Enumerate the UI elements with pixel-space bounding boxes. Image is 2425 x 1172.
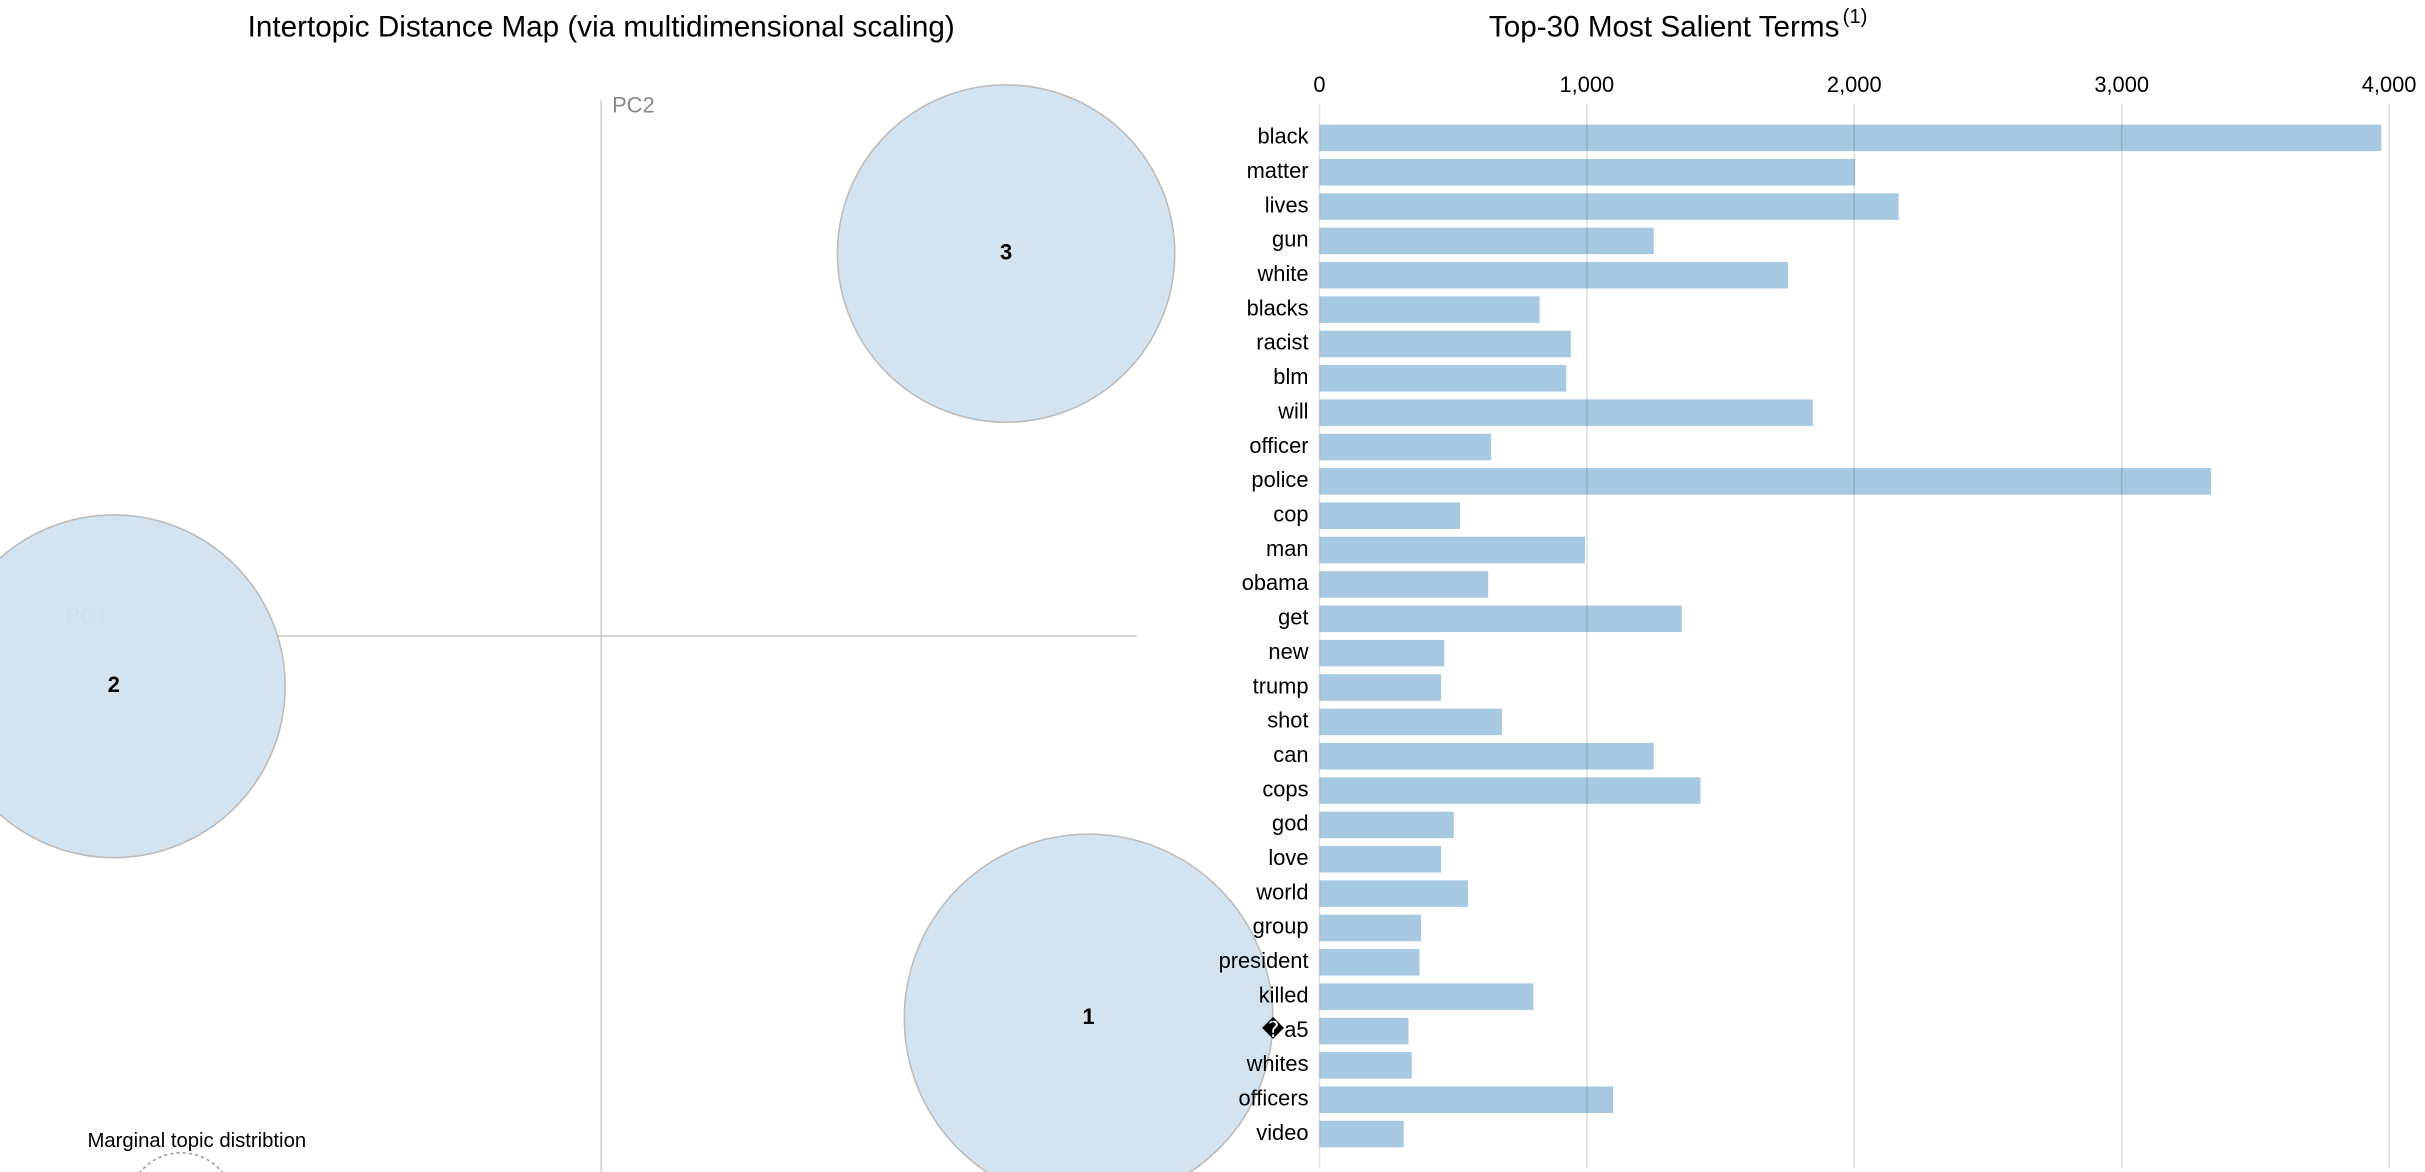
bar — [1319, 880, 1468, 907]
term-label: shot — [1267, 708, 1308, 733]
term-label: blm — [1273, 364, 1308, 389]
bar — [1319, 296, 1540, 323]
x-tick-label: 4,000 — [2362, 72, 2417, 97]
bar-title: Top-30 Most Salient Terms — [1489, 10, 1840, 43]
bar — [1319, 536, 1585, 564]
bar — [1319, 1086, 1614, 1114]
bar — [1319, 777, 1701, 804]
bar — [1319, 811, 1454, 839]
bar — [1319, 914, 1422, 942]
term-label: lives — [1265, 192, 1309, 217]
x-tick-label: 3,000 — [2094, 72, 2149, 97]
term-label: whites — [1246, 1051, 1309, 1076]
bar — [1319, 433, 1492, 461]
bar — [1319, 708, 1503, 736]
bar — [1319, 949, 1420, 976]
term-label: new — [1268, 639, 1308, 664]
bar — [1319, 227, 1654, 255]
legend-circle — [139, 1152, 223, 1172]
term-label: �a5 — [1262, 1016, 1309, 1042]
term-label: police — [1251, 467, 1308, 492]
term-label: white — [1257, 261, 1309, 286]
term-label: cop — [1273, 502, 1308, 527]
bar — [1319, 124, 2382, 152]
map-title: Intertopic Distance Map (via multidimens… — [248, 10, 955, 43]
bar — [1319, 605, 1682, 633]
term-label: can — [1273, 742, 1308, 767]
term-label: gun — [1272, 227, 1308, 252]
bar — [1319, 330, 1571, 358]
topic-bubble — [903, 833, 1274, 1172]
bar — [1319, 193, 1899, 220]
term-label: killed — [1259, 982, 1309, 1007]
bar-title-note: (1) — [1843, 6, 1868, 28]
bar — [1319, 674, 1442, 701]
term-label: god — [1272, 811, 1308, 836]
topic-label: 2 — [108, 672, 120, 697]
bar — [1319, 365, 1567, 392]
x-tick-label: 1,000 — [1560, 72, 1615, 97]
bar — [1319, 1052, 1412, 1079]
term-label: president — [1219, 948, 1309, 973]
legend-title: Marginal topic distribtion — [87, 1130, 306, 1152]
term-label: officer — [1249, 433, 1308, 458]
term-label: obama — [1242, 570, 1310, 595]
term-label: love — [1268, 845, 1308, 870]
term-label: man — [1266, 536, 1309, 561]
term-label: cops — [1262, 776, 1308, 801]
topic-label: 3 — [1000, 239, 1012, 264]
bar — [1319, 261, 1788, 289]
bar — [1319, 639, 1445, 667]
bar — [1319, 742, 1654, 770]
term-label: racist — [1256, 330, 1308, 355]
term-label: video — [1256, 1120, 1308, 1145]
x-tick-label: 2,000 — [1827, 72, 1882, 97]
topic-bubble — [0, 514, 286, 859]
term-label: world — [1255, 879, 1308, 904]
bar — [1319, 399, 1813, 426]
bar — [1319, 845, 1442, 873]
bar — [1319, 983, 1534, 1010]
term-label: trump — [1253, 673, 1309, 698]
term-label: black — [1258, 124, 1309, 149]
term-label: matter — [1247, 158, 1309, 183]
term-label: group — [1253, 914, 1309, 939]
term-label: will — [1277, 398, 1308, 423]
topic-bubble — [836, 84, 1176, 423]
bar — [1319, 571, 1489, 598]
topic-label: 1 — [1082, 1004, 1094, 1029]
x-tick-label: 0 — [1313, 72, 1325, 97]
y-axis-label: PC2 — [612, 92, 655, 117]
bar — [1319, 158, 1856, 186]
term-label: officers — [1238, 1086, 1308, 1111]
term-label: blacks — [1247, 295, 1309, 320]
bar — [1319, 502, 1461, 530]
bar — [1319, 1017, 1409, 1045]
bar — [1319, 1120, 1404, 1148]
term-label: get — [1278, 605, 1308, 630]
bar — [1319, 468, 2211, 495]
